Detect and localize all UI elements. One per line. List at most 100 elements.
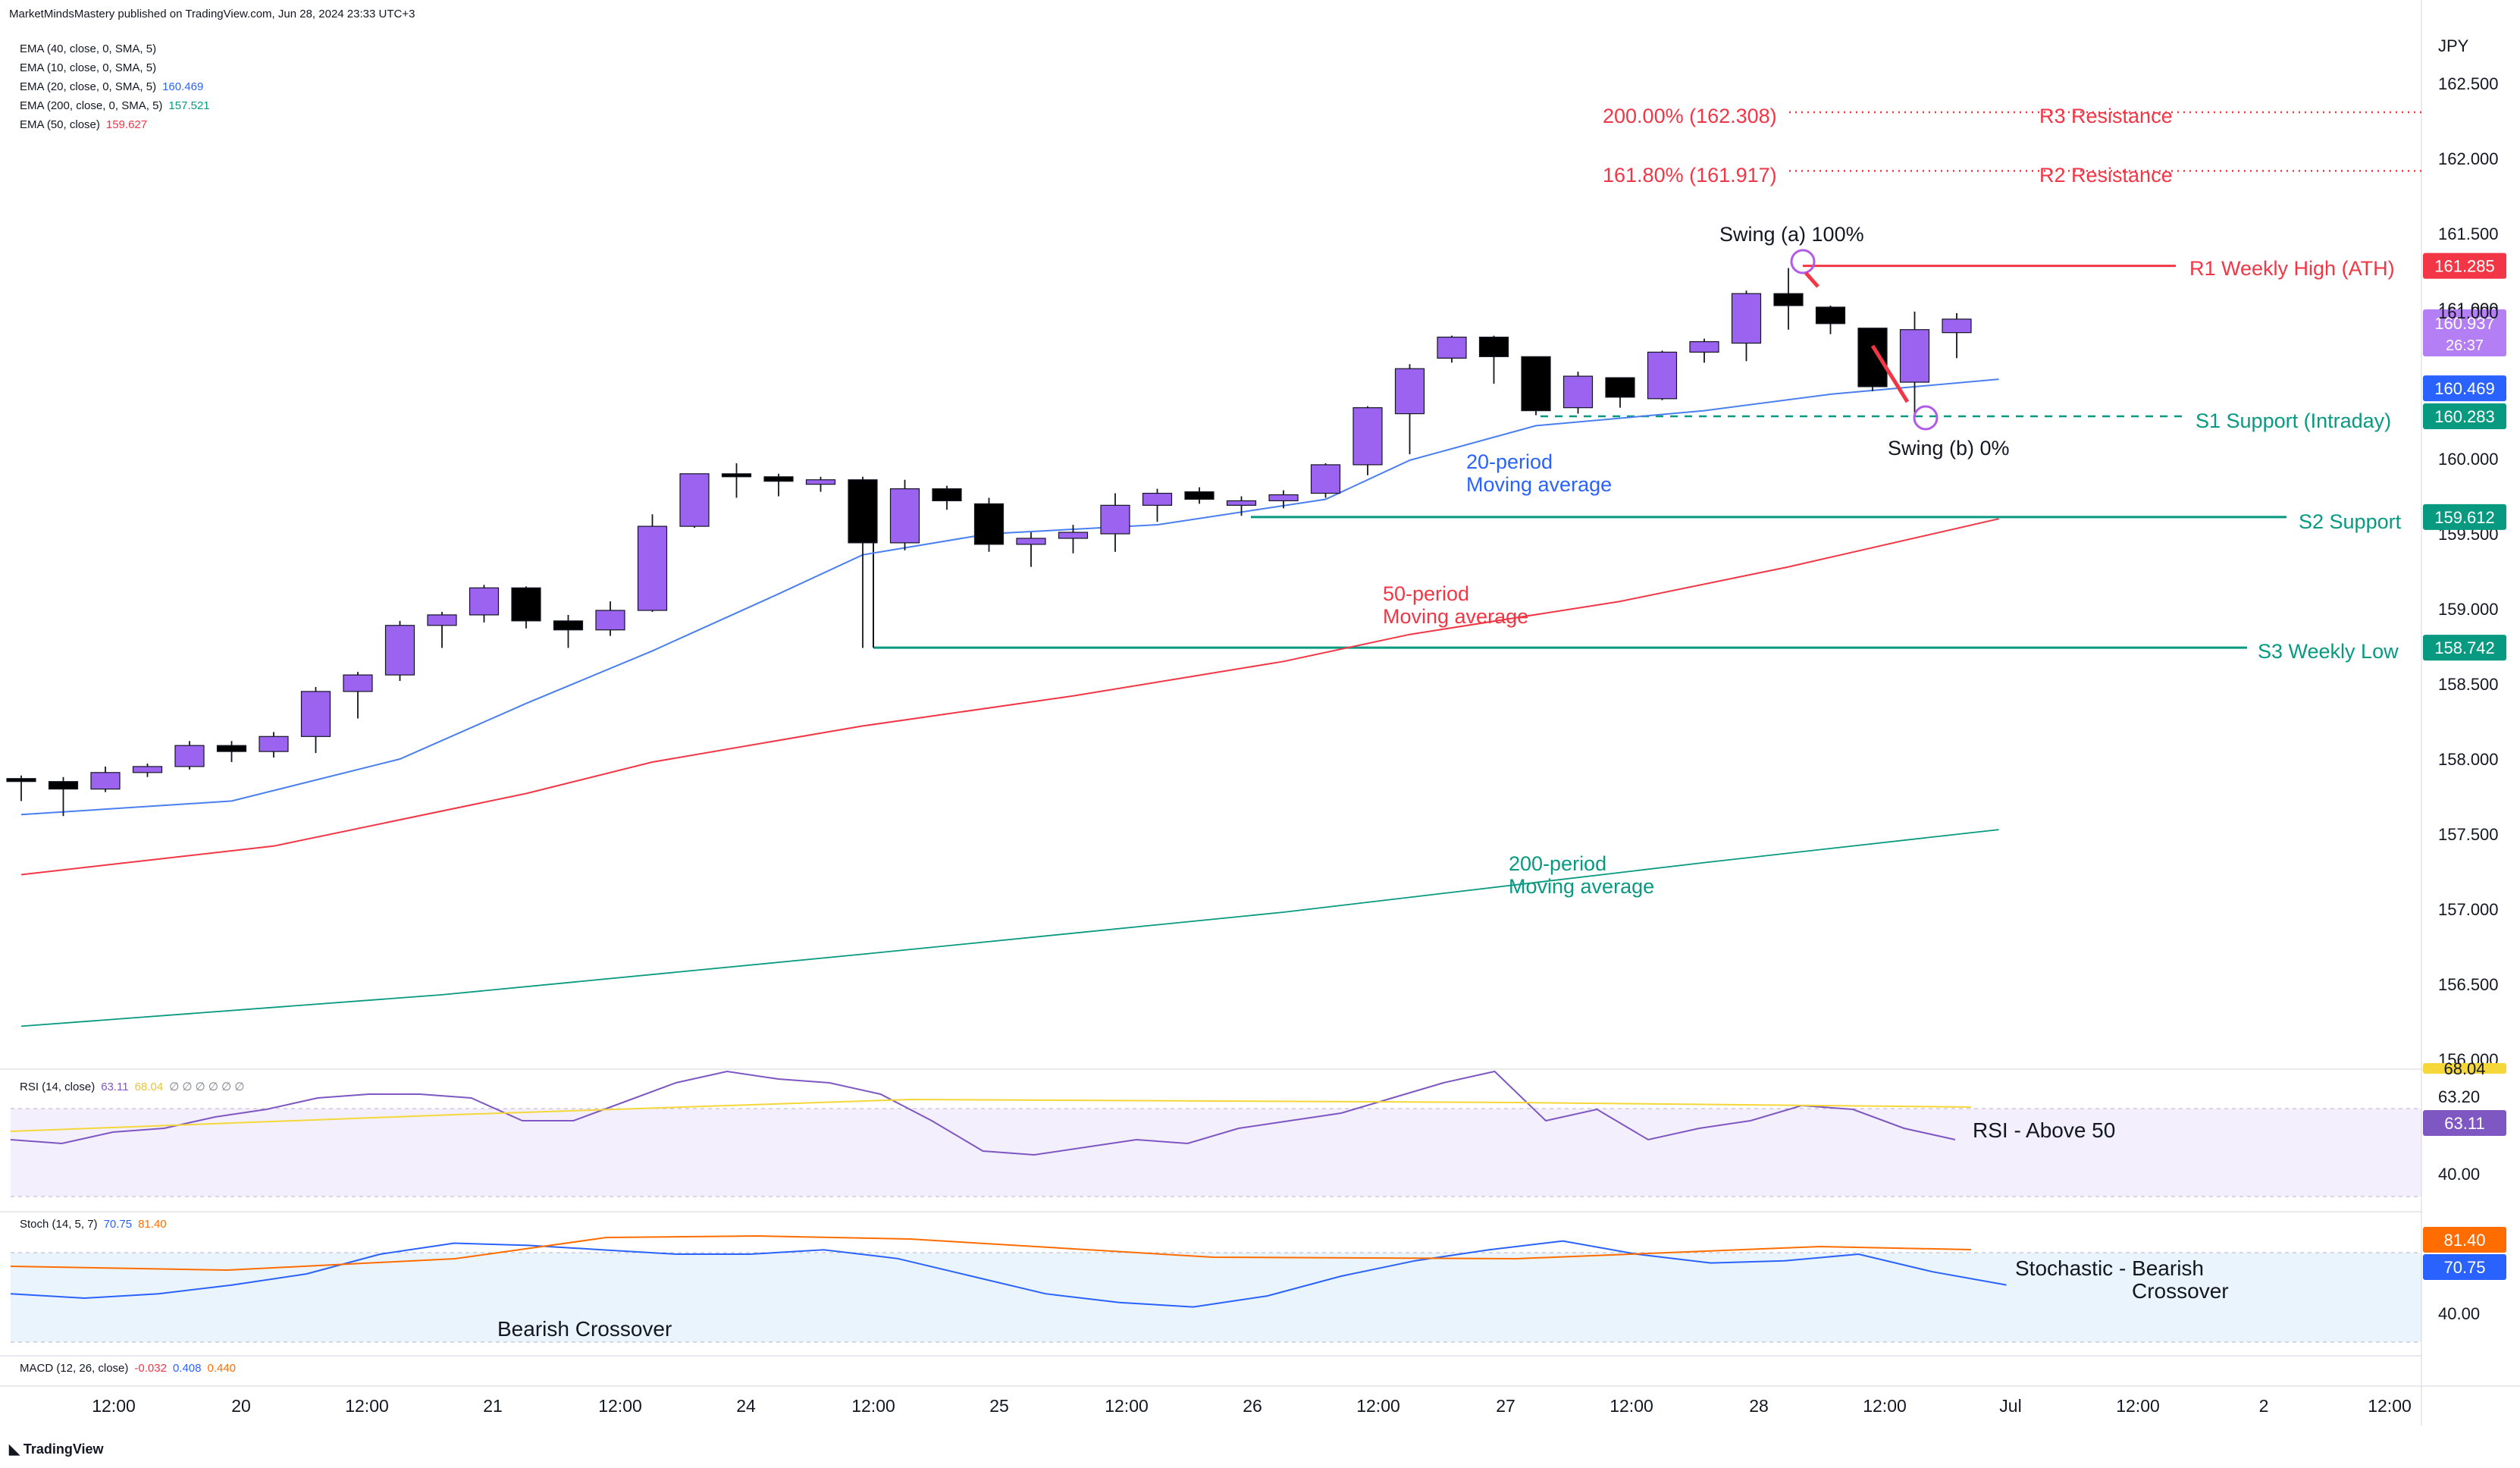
candle-body[interactable]	[1352, 407, 1383, 466]
price-tick-label: 162.500	[2438, 74, 2499, 93]
candle-body[interactable]	[1310, 464, 1341, 494]
indicator-ema20[interactable]: EMA (20, close, 0, SMA, 5) 160.469	[20, 80, 204, 93]
stoch-band	[11, 1253, 2421, 1342]
price-tick-label: 156.500	[2438, 975, 2499, 994]
currency-label: JPY	[2438, 36, 2469, 55]
price-tick-label: 157.500	[2438, 825, 2499, 844]
candle-body[interactable]	[511, 587, 541, 622]
stoch-d-line	[10, 1234, 1972, 1272]
indicator-ema50[interactable]: EMA (50, close) 159.627	[20, 118, 148, 131]
oscillator-lines	[10, 1070, 2007, 1308]
candle-body[interactable]	[1773, 293, 1804, 306]
price-tick-label: 161.500	[2438, 224, 2499, 243]
candle-body[interactable]	[1647, 351, 1678, 400]
time-tick-label: 28	[1749, 1396, 1769, 1416]
price-axis[interactable]: 162.500162.000161.500161.000160.500160.0…	[2438, 74, 2499, 1069]
candle-body[interactable]	[1437, 337, 1467, 359]
candle-body[interactable]	[90, 772, 121, 790]
publisher-caption: MarketMindsMastery published on TradingV…	[9, 8, 415, 20]
s1-price-badge-bg	[2423, 403, 2506, 429]
ema20-price-badge: 160.469	[2434, 379, 2495, 398]
candle-body[interactable]	[1689, 340, 1719, 353]
indicator-ema200[interactable]: EMA (200, close, 0, SMA, 5) 157.521	[20, 99, 210, 112]
time-axis[interactable]: 12:00 20 12:00 21 12:00 24 12:00 25 12:00 26 12:00…	[92, 1396, 2412, 1416]
time-tick-label: 12:00	[1609, 1396, 1653, 1416]
stoch-pane-label[interactable]: Stoch (14, 5, 7) 70.75 81.40	[20, 1218, 167, 1231]
candle-body[interactable]	[1605, 377, 1635, 398]
s3-price-badge-bg	[2423, 635, 2506, 661]
swing-b-marker	[1913, 405, 1939, 431]
candle-body[interactable]	[1899, 329, 1930, 383]
candle-body[interactable]	[1731, 293, 1762, 344]
candle-body[interactable]	[469, 587, 500, 616]
rsi-band	[11, 1109, 2421, 1197]
candle-body[interactable]	[1394, 368, 1425, 415]
indicator-ema40[interactable]: EMA (40, close, 0, SMA, 5)	[20, 42, 157, 55]
candle-body[interactable]	[848, 479, 878, 544]
candle-body[interactable]	[1815, 306, 1846, 325]
candle-body[interactable]	[1521, 356, 1551, 412]
candle-body[interactable]	[1226, 500, 1257, 506]
rsi-pane-label[interactable]: RSI (14, close) 63.11 68.04 ∅ ∅ ∅ ∅ ∅ ∅	[20, 1081, 245, 1093]
r3-fib-label: 200.00% (162.308)	[1603, 105, 1777, 127]
candle-body[interactable]	[1016, 538, 1046, 545]
rsi-ma-badge-bg	[2423, 1063, 2506, 1074]
candle-body[interactable]	[679, 473, 710, 527]
time-tick-label: 12:00	[1356, 1396, 1400, 1416]
ma20-label-line1: 20-period	[1466, 450, 1553, 473]
stoch-annotation-line1: Stochastic - Bearish	[2015, 1256, 2204, 1280]
candle-body[interactable]	[1857, 328, 1888, 387]
candle-body[interactable]	[1058, 532, 1089, 539]
candle-body[interactable]	[553, 620, 584, 631]
candle-body[interactable]	[216, 745, 247, 752]
candle-body[interactable]	[1100, 504, 1130, 535]
time-tick-label: 12:00	[2116, 1396, 2160, 1416]
candle-body[interactable]	[1562, 375, 1594, 409]
candle-body[interactable]	[932, 488, 962, 502]
candle-body[interactable]	[300, 691, 331, 737]
candle-body[interactable]	[973, 503, 1005, 545]
macd-pane-label[interactable]: MACD (12, 26, close) -0.032 0.408 0.440	[20, 1362, 237, 1375]
time-tick-label: 12:00	[598, 1396, 642, 1416]
candle-body[interactable]	[763, 476, 794, 482]
candle-body[interactable]	[721, 473, 752, 478]
candle-body[interactable]	[132, 766, 163, 773]
candle-body[interactable]	[48, 781, 79, 790]
rsi-value-badge: 63.11	[2444, 1114, 2484, 1133]
candle-body[interactable]	[637, 525, 668, 611]
candle-body[interactable]	[1268, 494, 1299, 502]
time-tick-label: 21	[483, 1396, 503, 1416]
ema20-line	[20, 378, 1999, 816]
time-tick-label: 12:00	[2368, 1396, 2412, 1416]
countdown-badge: 26:37	[2446, 337, 2484, 354]
price-tick-label: 157.000	[2438, 900, 2499, 919]
candle-body[interactable]	[259, 736, 289, 752]
indicator-legend: EMA (40, close, 0, SMA, 5) EMA (10, clos…	[20, 39, 210, 134]
indicator-ema10[interactable]: EMA (10, close, 0, SMA, 5)	[20, 61, 157, 74]
tradingview-logo[interactable]: ◣ TradingView	[9, 1441, 104, 1457]
candle-body[interactable]	[1142, 492, 1173, 506]
candle-body[interactable]	[427, 614, 457, 626]
candle-body[interactable]	[1942, 318, 1972, 334]
candle-body[interactable]	[384, 625, 415, 676]
rsi-value-badge-bg	[2423, 1110, 2506, 1136]
candlesticks[interactable]	[6, 268, 1972, 817]
candle-body[interactable]	[174, 745, 205, 767]
time-tick-label: 24	[736, 1396, 756, 1416]
tradingview-logo-icon: ◣	[9, 1441, 24, 1457]
r3-resistance-label: R3 Resistance	[2039, 105, 2173, 127]
s2-support-label: S2 Support	[2299, 510, 2402, 533]
candle-body[interactable]	[6, 778, 36, 783]
candle-body[interactable]	[889, 488, 920, 544]
candle-body[interactable]	[595, 610, 625, 631]
candle-body[interactable]	[805, 479, 836, 485]
candle-body[interactable]	[343, 674, 373, 692]
candle-body[interactable]	[1184, 491, 1215, 500]
stoch-d-badge-bg	[2423, 1227, 2506, 1253]
swing-b-label: Swing (b) 0%	[1888, 437, 2010, 460]
candle-body[interactable]	[1478, 337, 1509, 357]
price-badges: 161.285 160.937 26:37 161.000 160.469 160.283…	[2423, 253, 2506, 1280]
swing-a-marker	[1790, 249, 1816, 274]
partial-tick-label: 161.000	[2438, 303, 2499, 322]
